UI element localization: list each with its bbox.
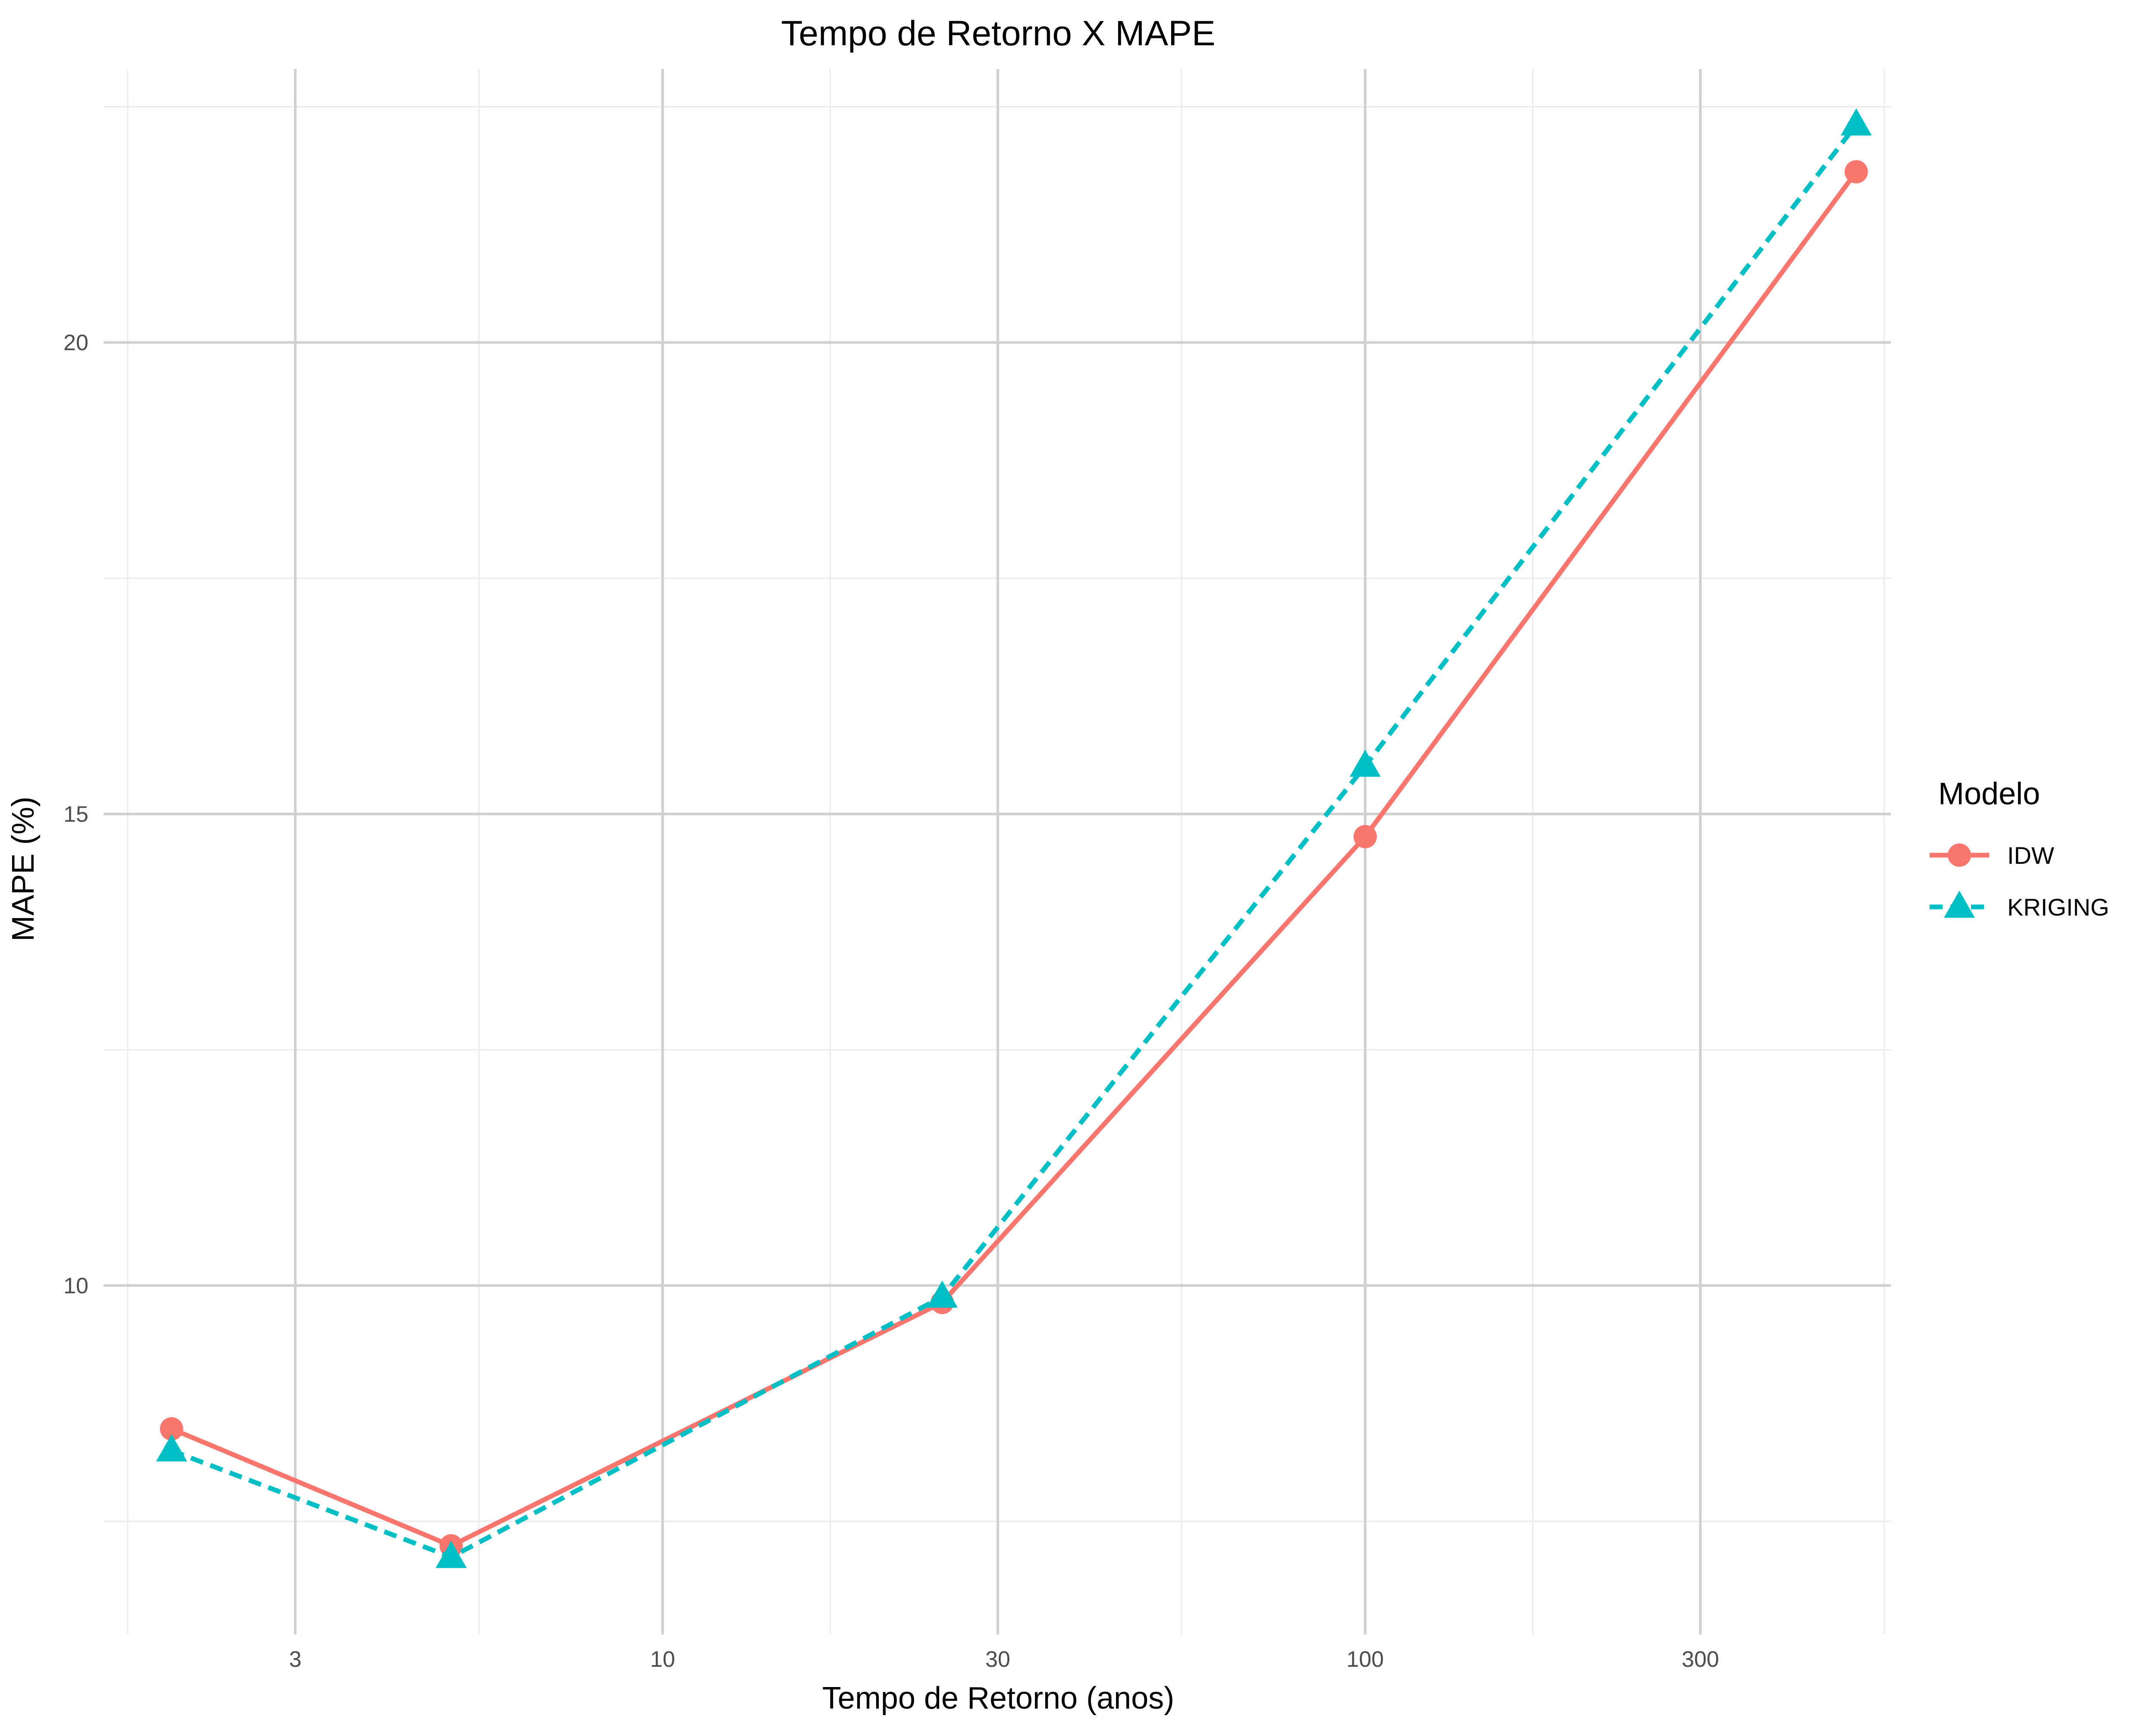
chart-title: Tempo de Retorno X MAPE	[781, 14, 1215, 53]
y-axis-title: MAPE (%)	[6, 797, 41, 941]
series-idw	[160, 160, 1868, 1558]
series-line-idw	[170, 170, 1858, 1548]
data-point-kriging	[1349, 750, 1381, 777]
series-kriging	[156, 108, 1872, 1568]
data-point-idw	[160, 1417, 183, 1441]
major-gridlines	[103, 69, 1891, 1634]
x-tick-label: 3	[289, 1647, 301, 1672]
y-tick-label: 15	[63, 802, 88, 827]
series-line-kriging	[170, 123, 1858, 1560]
data-point-idw	[1844, 160, 1868, 184]
data-point-kriging	[1840, 108, 1872, 136]
data-point-kriging	[156, 1434, 187, 1462]
legend: Modelo IDW KRIGING	[1930, 777, 2109, 921]
data-point-kriging	[436, 1540, 467, 1568]
legend-items: IDW KRIGING	[1930, 842, 2109, 921]
x-axis-title: Tempo de Retorno (anos)	[822, 1681, 1174, 1716]
legend-label-kriging: KRIGING	[2007, 894, 2109, 921]
y-axis-ticks: 10 15 20	[63, 330, 88, 1298]
y-tick-label: 20	[63, 330, 88, 355]
legend-marker-kriging	[1944, 891, 1975, 918]
legend-marker-idw	[1948, 844, 1971, 867]
y-tick-label: 10	[63, 1273, 88, 1298]
x-tick-label: 300	[1682, 1647, 1719, 1672]
x-tick-label: 100	[1347, 1647, 1384, 1672]
data-point-idw	[1353, 825, 1377, 849]
legend-label-idw: IDW	[2007, 842, 2054, 869]
data-point-kriging	[927, 1280, 958, 1308]
series-layer	[156, 108, 1872, 1568]
x-axis-ticks: 3 10 30 100 300	[289, 1647, 1719, 1672]
x-tick-label: 30	[985, 1647, 1010, 1672]
legend-title: Modelo	[1938, 777, 2040, 811]
legend-item-kriging: KRIGING	[1930, 891, 2109, 921]
x-tick-label: 10	[650, 1647, 675, 1672]
legend-item-idw: IDW	[1930, 842, 2054, 869]
